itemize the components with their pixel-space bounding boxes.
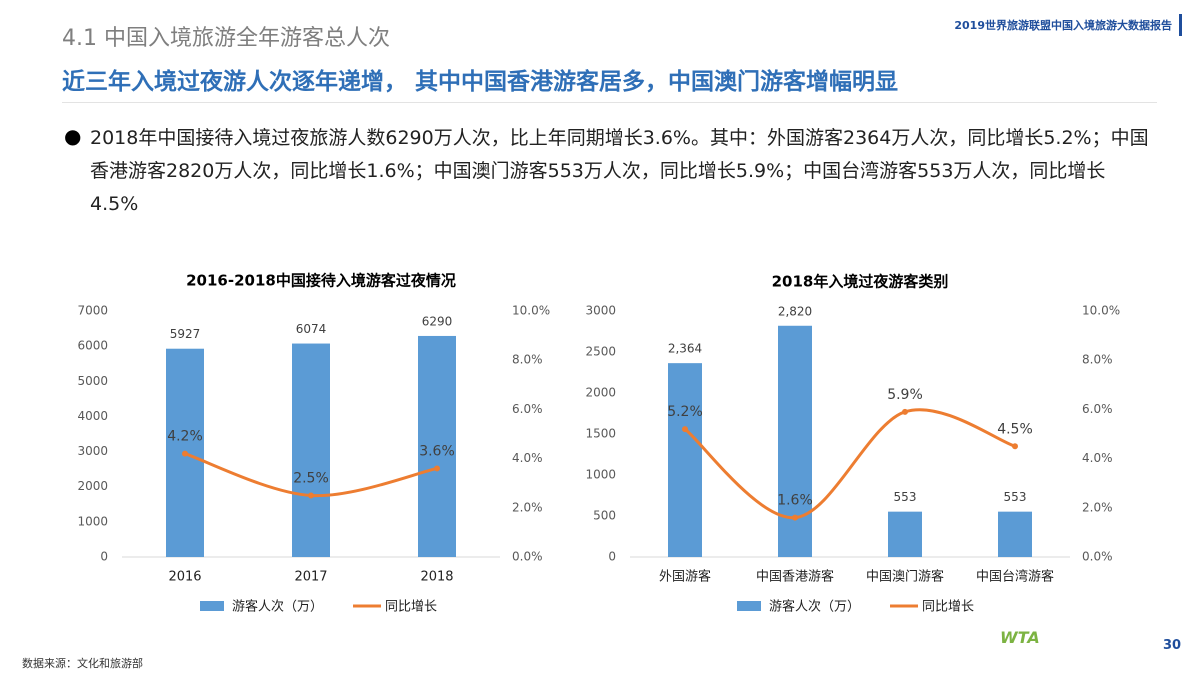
accent-bar <box>1179 14 1182 36</box>
line-point <box>682 426 688 433</box>
legend-swatch <box>737 601 761 611</box>
bar <box>418 335 456 557</box>
bar-label: 2,364 <box>668 342 702 356</box>
y2-tick-label: 6.0% <box>1082 402 1113 416</box>
y-tick-label: 2000 <box>77 479 108 493</box>
bar <box>998 511 1032 557</box>
bullet-dot: ● <box>64 124 82 148</box>
x-tick-label: 中国台湾游客 <box>976 569 1054 585</box>
legend-label: 游客人次（万） <box>232 599 323 615</box>
y2-tick-label: 2.0% <box>512 500 543 514</box>
line-label: 5.9% <box>887 387 923 403</box>
y-tick-label: 0 <box>100 550 108 564</box>
y-tick-label: 1000 <box>585 468 616 482</box>
line <box>684 408 1016 520</box>
x-tick-label: 外国游客 <box>659 569 711 585</box>
report-title: 2019世界旅游联盟中国入境旅游大数据报告 <box>954 19 1172 32</box>
y-tick-label: 5000 <box>77 374 108 388</box>
y-tick-label: 1500 <box>585 427 616 441</box>
line-point <box>1012 443 1018 450</box>
x-tick-label: 2018 <box>420 570 453 585</box>
page-number: 30 <box>1163 638 1182 653</box>
section-title: 4.1 中国入境旅游全年游客总人次 <box>62 26 390 51</box>
bar-label: 6074 <box>296 322 327 336</box>
y2-tick-label: 0.0% <box>512 550 543 564</box>
y2-tick-label: 8.0% <box>1082 353 1113 367</box>
y-tick-label: 0 <box>608 550 616 564</box>
line-label: 3.6% <box>419 443 455 459</box>
bar-label: 6290 <box>422 314 453 328</box>
chart-title: 2018年入境过夜游客类别 <box>772 273 949 291</box>
y-tick-label: 2000 <box>585 386 616 400</box>
source: 数据来源：文化和旅游部 <box>22 657 143 670</box>
legend-label: 同比增长 <box>922 600 974 615</box>
bar <box>778 325 812 557</box>
line-point <box>182 450 188 457</box>
y2-tick-label: 2.0% <box>1082 500 1113 514</box>
line-point <box>902 408 908 415</box>
bar <box>668 363 702 557</box>
y2-tick-label: 4.0% <box>1082 451 1113 465</box>
x-tick-label: 中国澳门游客 <box>866 569 944 585</box>
y-tick-label: 1000 <box>77 514 108 528</box>
y-tick-label: 3000 <box>585 304 616 318</box>
x-tick-label: 中国香港游客 <box>756 569 834 585</box>
chart-title: 2016-2018中国接待入境游客过夜情况 <box>186 272 456 290</box>
y-tick-label: 4000 <box>77 409 108 423</box>
line-point <box>792 514 798 521</box>
line-point <box>434 465 440 472</box>
x-tick-label: 2016 <box>168 570 201 585</box>
x-tick-label: 2017 <box>294 570 327 585</box>
y-tick-label: 6000 <box>77 339 108 353</box>
line-label: 4.2% <box>167 429 203 445</box>
logo: WTA <box>1000 628 1040 647</box>
y-tick-label: 500 <box>593 509 616 523</box>
y2-tick-label: 10.0% <box>512 304 550 318</box>
divider <box>62 102 1157 103</box>
bar-label: 5927 <box>170 327 201 341</box>
bullet-text: 2018年中国接待入境过夜旅游人数6290万人次，比上年同期增长3.6%。其中：… <box>90 127 1149 215</box>
bar-label: 553 <box>894 490 917 504</box>
headline: 近三年入境过夜游人次逐年递增， 其中中国香港游客居多，中国澳门游客增幅明显 <box>62 69 899 95</box>
y-tick-label: 3000 <box>77 444 108 458</box>
legend-swatch <box>200 601 224 611</box>
line-point <box>308 492 314 499</box>
y2-tick-label: 6.0% <box>512 402 543 416</box>
y2-tick-label: 0.0% <box>1082 550 1113 564</box>
bar <box>292 343 330 557</box>
y-tick-label: 2500 <box>585 345 616 359</box>
bar-label: 553 <box>1004 490 1027 504</box>
y-tick-label: 7000 <box>77 304 108 318</box>
legend-label: 游客人次（万） <box>769 599 860 615</box>
legend-label: 同比增长 <box>385 600 437 615</box>
line-label: 4.5% <box>997 421 1033 437</box>
line-label: 2.5% <box>293 471 329 487</box>
y2-tick-label: 8.0% <box>512 353 543 367</box>
line-label: 5.2% <box>667 404 703 420</box>
bar <box>888 511 922 557</box>
bar-label: 2,820 <box>778 304 812 318</box>
line-label: 1.6% <box>777 493 813 509</box>
y2-tick-label: 4.0% <box>512 451 543 465</box>
y2-tick-label: 10.0% <box>1082 304 1120 318</box>
